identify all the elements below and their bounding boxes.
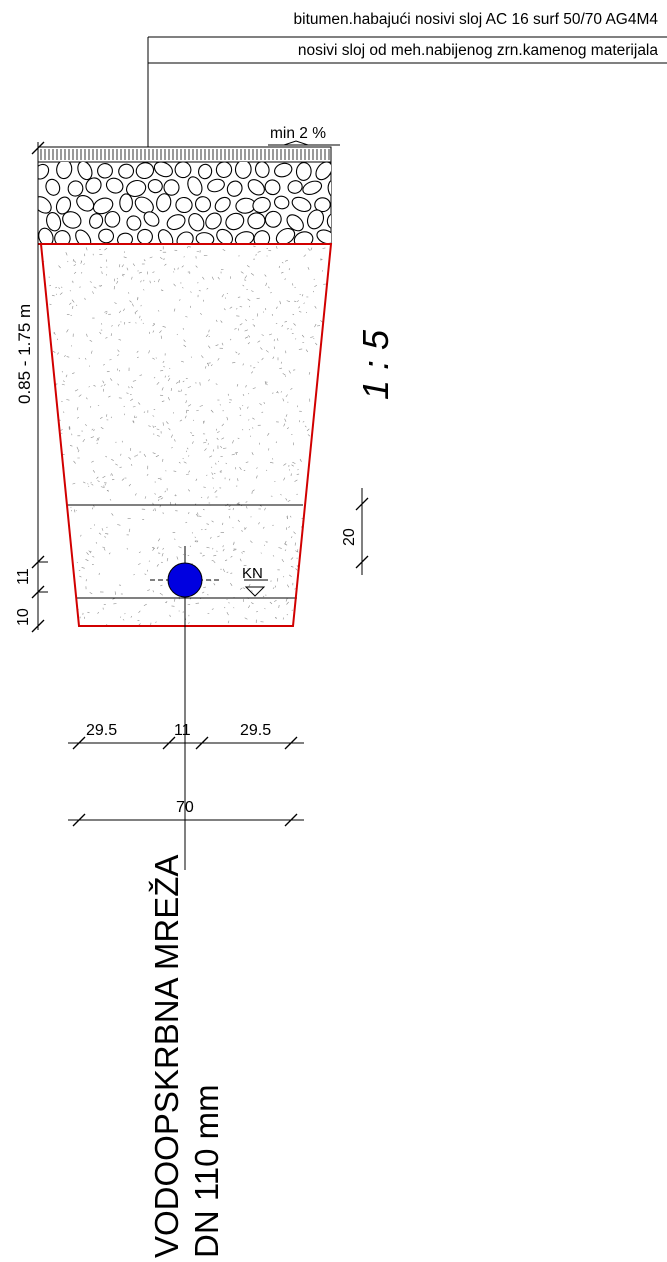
- width-dimension-chain: [68, 736, 304, 750]
- dim-20-label: 20: [341, 528, 358, 546]
- dim-width-left: 29.5: [86, 722, 117, 739]
- total-width-dimension: [68, 813, 304, 827]
- depth-range-label: 0.85 - 1.75 m: [15, 304, 34, 404]
- dim-width-total: 70: [176, 799, 194, 816]
- asphalt-layer-label: bitumen.habajući nosivi sloj AC 16 surf …: [294, 11, 659, 28]
- layer-leaders: [147, 36, 667, 150]
- pipe-circle: [167, 562, 203, 598]
- trench-fill: [41, 244, 331, 626]
- kn-label: KN: [242, 565, 263, 582]
- vertical-dimension-chain: [31, 141, 48, 633]
- dim-width-pipe: 11: [174, 722, 191, 739]
- dim-width-right: 29.5: [240, 722, 271, 739]
- kn-marker: KN: [212, 565, 278, 599]
- asphalt-layer: [37, 146, 332, 163]
- crushed-stone-layer: [37, 161, 332, 245]
- dim-20-line: [355, 488, 369, 575]
- title-line-1: VODOOPSKRBNA MREŽA: [148, 855, 185, 1258]
- pipe: [150, 546, 222, 870]
- dim-10-vertical: 10: [15, 608, 32, 626]
- dim-11-vertical: 11: [15, 568, 32, 585]
- slope-label: min 2 %: [270, 125, 326, 142]
- base-layer-label: nosivi sloj od meh.nabijenog zrn.kamenog…: [298, 42, 659, 59]
- scale-label: 1 : 5: [355, 329, 396, 400]
- title-line-2: DN 110 mm: [188, 1084, 225, 1258]
- trench-outline: [38, 243, 333, 627]
